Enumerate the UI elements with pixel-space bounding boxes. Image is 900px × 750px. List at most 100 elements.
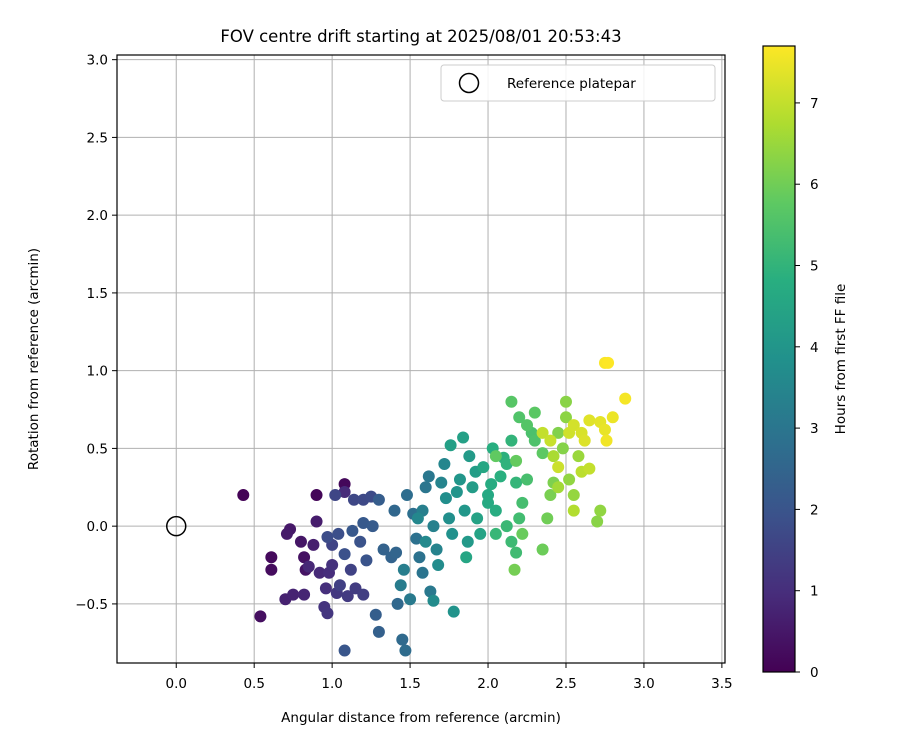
data-point <box>559 395 572 408</box>
colorbar-tick-label: 7 <box>810 96 819 112</box>
colorbar-tick-label: 6 <box>810 177 819 193</box>
data-point <box>329 489 342 502</box>
data-point <box>287 588 300 601</box>
data-point <box>471 512 484 525</box>
data-point <box>544 434 557 447</box>
data-point <box>416 566 429 579</box>
data-point <box>265 563 278 576</box>
data-point <box>310 515 323 528</box>
plot-frame <box>116 54 726 664</box>
data-point <box>466 481 479 494</box>
data-point <box>583 414 596 427</box>
data-point <box>265 551 278 564</box>
data-point <box>513 411 526 424</box>
data-point <box>458 504 471 517</box>
data-point <box>600 434 613 447</box>
data-point <box>298 588 311 601</box>
x-tick-label: 1.0 <box>321 676 342 692</box>
data-point <box>432 559 445 572</box>
x-tick-label: 1.5 <box>399 676 420 692</box>
x-axis-label: Angular distance from reference (arcmin) <box>281 710 561 726</box>
data-point <box>346 524 359 537</box>
data-point <box>516 527 529 540</box>
data-point <box>424 585 437 598</box>
data-point <box>536 426 549 439</box>
data-point <box>567 419 580 432</box>
data-point <box>563 473 576 486</box>
x-tick-label: 0.0 <box>165 676 186 692</box>
data-point <box>528 406 541 419</box>
grid-lines <box>117 55 725 663</box>
data-point <box>411 512 424 525</box>
data-point <box>419 535 432 548</box>
data-point <box>619 392 632 405</box>
x-tick-label: 3.5 <box>711 676 732 692</box>
reference-platepar-marker <box>165 515 187 537</box>
data-point <box>394 579 407 592</box>
data-point <box>347 493 360 506</box>
data-point <box>377 543 390 556</box>
data-point <box>474 527 487 540</box>
data-point <box>372 625 385 638</box>
data-point <box>438 457 451 470</box>
data-point <box>404 593 417 606</box>
data-point <box>390 546 403 559</box>
data-point <box>302 560 315 573</box>
data-point <box>516 496 529 509</box>
data-point <box>338 644 351 657</box>
data-point <box>572 450 585 463</box>
data-point <box>413 551 426 564</box>
data-point <box>559 411 572 424</box>
data-point <box>372 493 385 506</box>
data-point <box>254 610 267 623</box>
x-axis: 0.0 0.5 1.0 1.5 2.0 2.5 3.0 3.5 <box>165 663 733 692</box>
data-point <box>591 515 604 528</box>
data-point <box>443 512 456 525</box>
data-point <box>399 644 412 657</box>
x-tick-label: 2.0 <box>477 676 498 692</box>
y-axis-label: Rotation from reference (arcmin) <box>26 248 42 470</box>
y-tick-label: 1.0 <box>87 364 108 380</box>
data-point <box>477 461 490 474</box>
data-point <box>510 546 523 559</box>
colorbar-tick-label: 3 <box>810 421 819 437</box>
data-point <box>369 608 382 621</box>
data-point <box>326 559 339 572</box>
data-point <box>578 434 591 447</box>
data-point <box>489 527 502 540</box>
data-point <box>505 535 518 548</box>
data-point <box>357 517 370 530</box>
colorbar-tick-label: 0 <box>810 665 819 681</box>
data-point <box>439 492 452 505</box>
data-point <box>528 434 541 447</box>
data-point <box>567 504 580 517</box>
y-axis: −0.5 0.0 0.5 1.0 1.5 2.0 2.5 3.0 <box>75 53 117 613</box>
data-point <box>460 551 473 564</box>
data-point <box>333 579 346 592</box>
data-point <box>513 512 526 525</box>
data-point <box>450 485 463 498</box>
data-point <box>321 607 334 620</box>
data-point <box>510 476 523 489</box>
legend: Reference platepar <box>440 64 716 102</box>
data-point <box>505 395 518 408</box>
data-point <box>427 594 440 607</box>
y-tick-label: 3.0 <box>87 53 108 69</box>
data-point <box>494 470 507 483</box>
data-point <box>552 461 565 474</box>
data-point <box>583 462 596 475</box>
data-point <box>341 590 354 603</box>
data-point <box>453 473 466 486</box>
data-point <box>552 426 565 439</box>
data-point <box>354 535 367 548</box>
colorbar-gradient <box>762 45 796 673</box>
data-point <box>319 582 332 595</box>
data-point <box>567 489 580 502</box>
data-point <box>594 504 607 517</box>
data-point <box>396 633 409 646</box>
colorbar-tick-label: 4 <box>810 340 819 356</box>
data-point <box>485 478 498 491</box>
data-point <box>332 527 345 540</box>
data-point <box>521 419 534 432</box>
x-tick-label: 2.5 <box>555 676 576 692</box>
